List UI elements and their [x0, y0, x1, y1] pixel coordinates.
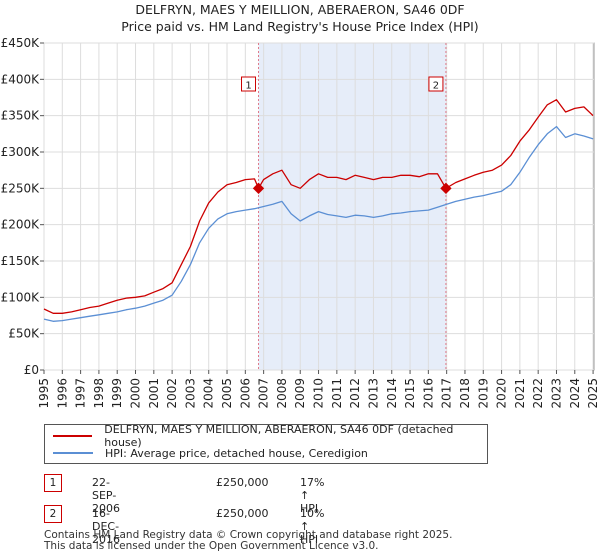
hpi-line-swatch — [53, 452, 93, 454]
x-tick-label: 2018 — [458, 378, 472, 409]
legend: DELFRYN, MAES Y MEILLION, ABERAERON, SA4… — [44, 423, 488, 464]
x-tick-label: 2001 — [147, 378, 161, 409]
x-tick-label: 2011 — [330, 378, 344, 409]
x-tick-label: 2024 — [568, 378, 582, 409]
series-lines — [43, 99, 594, 322]
x-tick-label: 1997 — [74, 378, 88, 409]
x-tick-label: 2003 — [183, 378, 197, 409]
x-tick-label: 2000 — [129, 378, 143, 409]
sale-label-box — [241, 76, 257, 92]
chart-subtitle: Price paid vs. HM Land Registry's House … — [121, 19, 478, 34]
y-tick-label: £350K — [1, 109, 41, 123]
x-tick-label: 2006 — [238, 378, 252, 409]
sale-date: 16-DEC-2016 — [92, 507, 120, 546]
x-tick-label: 2005 — [220, 378, 234, 409]
sale-label-box — [428, 76, 444, 92]
x-tick-label: 2017 — [440, 378, 454, 409]
y-tick-label: £450K — [1, 36, 41, 50]
x-tick-label: 2004 — [202, 378, 216, 409]
legend-property-label: DELFRYN, MAES Y MEILLION, ABERAERON, SA4… — [104, 423, 454, 449]
sale-point — [252, 182, 265, 194]
y-tick-label: £0 — [24, 363, 39, 377]
y-tick-label: £100K — [1, 290, 41, 304]
x-tick-label: 2013 — [366, 378, 380, 409]
sale-number-badge: 2 — [44, 505, 62, 523]
x-tick-label: 1999 — [110, 378, 124, 409]
x-tick-label: 2007 — [257, 378, 271, 409]
y-axis-ticks: £0 £50K £100K £150K £200K £250K £300K £350K £400… — [1, 36, 44, 377]
x-tick-label: 2021 — [513, 378, 527, 409]
x-tick-label: 2009 — [293, 378, 307, 409]
x-tick-label: 2025 — [586, 378, 600, 409]
footer-line-1: Contains HM Land Registry data © Crown c… — [44, 529, 453, 541]
footer-line-2: This data is licensed under the Open Gov… — [44, 540, 379, 552]
sale-date: 22-SEP-2006 — [92, 476, 120, 515]
x-tick-label: 2014 — [385, 378, 399, 409]
x-tick-label: 2002 — [165, 378, 179, 409]
legend-item-property: DELFRYN, MAES Y MEILLION, ABERAERON, SA4… — [53, 423, 487, 449]
legend-item-hpi: HPI: Average price, detached house, Cere… — [53, 445, 368, 461]
x-tick-label: 2019 — [476, 378, 490, 409]
sale-label-text: 1 — [245, 81, 251, 92]
y-tick-label: £250K — [1, 181, 41, 195]
shaded-period — [258, 43, 446, 370]
sale-price: £250,000 — [216, 476, 269, 489]
property-price-line — [43, 99, 594, 314]
x-tick-label: 2023 — [549, 378, 563, 409]
y-tick-label: £300K — [1, 145, 41, 159]
x-tick-label: 2012 — [348, 378, 362, 409]
sale-hpi-change: 10% ↑ HPI — [300, 507, 325, 546]
sale-period-shade — [258, 43, 446, 370]
hpi-line — [43, 125, 594, 322]
chart-title: DELFRYN, MAES Y MEILLION, ABERAERON, SA4… — [135, 2, 464, 17]
x-tick-label: 2020 — [495, 378, 509, 409]
grid-lines — [43, 42, 594, 371]
sale-number-badge: 1 — [44, 474, 62, 492]
sale-label-text: 2 — [433, 81, 439, 92]
y-tick-label: £200K — [1, 218, 41, 232]
sale-hpi-change: 17% ↑ HPI — [300, 476, 325, 515]
x-tick-label: 1995 — [37, 378, 51, 409]
x-tick-label: 2016 — [421, 378, 435, 409]
footer-attribution: Contains HM Land Registry data © Crown c… — [44, 530, 452, 552]
x-tick-label: 2022 — [531, 378, 545, 409]
price-chart: DELFRYN, MAES Y MEILLION, ABERAERON, SA4… — [1, 2, 600, 409]
legend-hpi-label: HPI: Average price, detached house, Cere… — [105, 446, 368, 460]
y-tick-label: £150K — [1, 254, 41, 268]
y-tick-label: £400K — [1, 72, 41, 86]
y-tick-label: £50K — [8, 327, 40, 341]
x-tick-label: 2010 — [312, 378, 326, 409]
property-line-swatch — [53, 435, 93, 437]
x-axis-ticks: 1995 1996 1997 1998 1999 2000 2001 2002 2003 2004… — [37, 370, 600, 409]
x-tick-label: 2015 — [403, 378, 417, 409]
x-tick-label: 1996 — [55, 378, 69, 409]
sale-price: £250,000 — [216, 507, 269, 520]
sale-point — [440, 182, 452, 194]
x-tick-label: 2008 — [275, 378, 289, 409]
x-tick-label: 1998 — [92, 378, 106, 409]
